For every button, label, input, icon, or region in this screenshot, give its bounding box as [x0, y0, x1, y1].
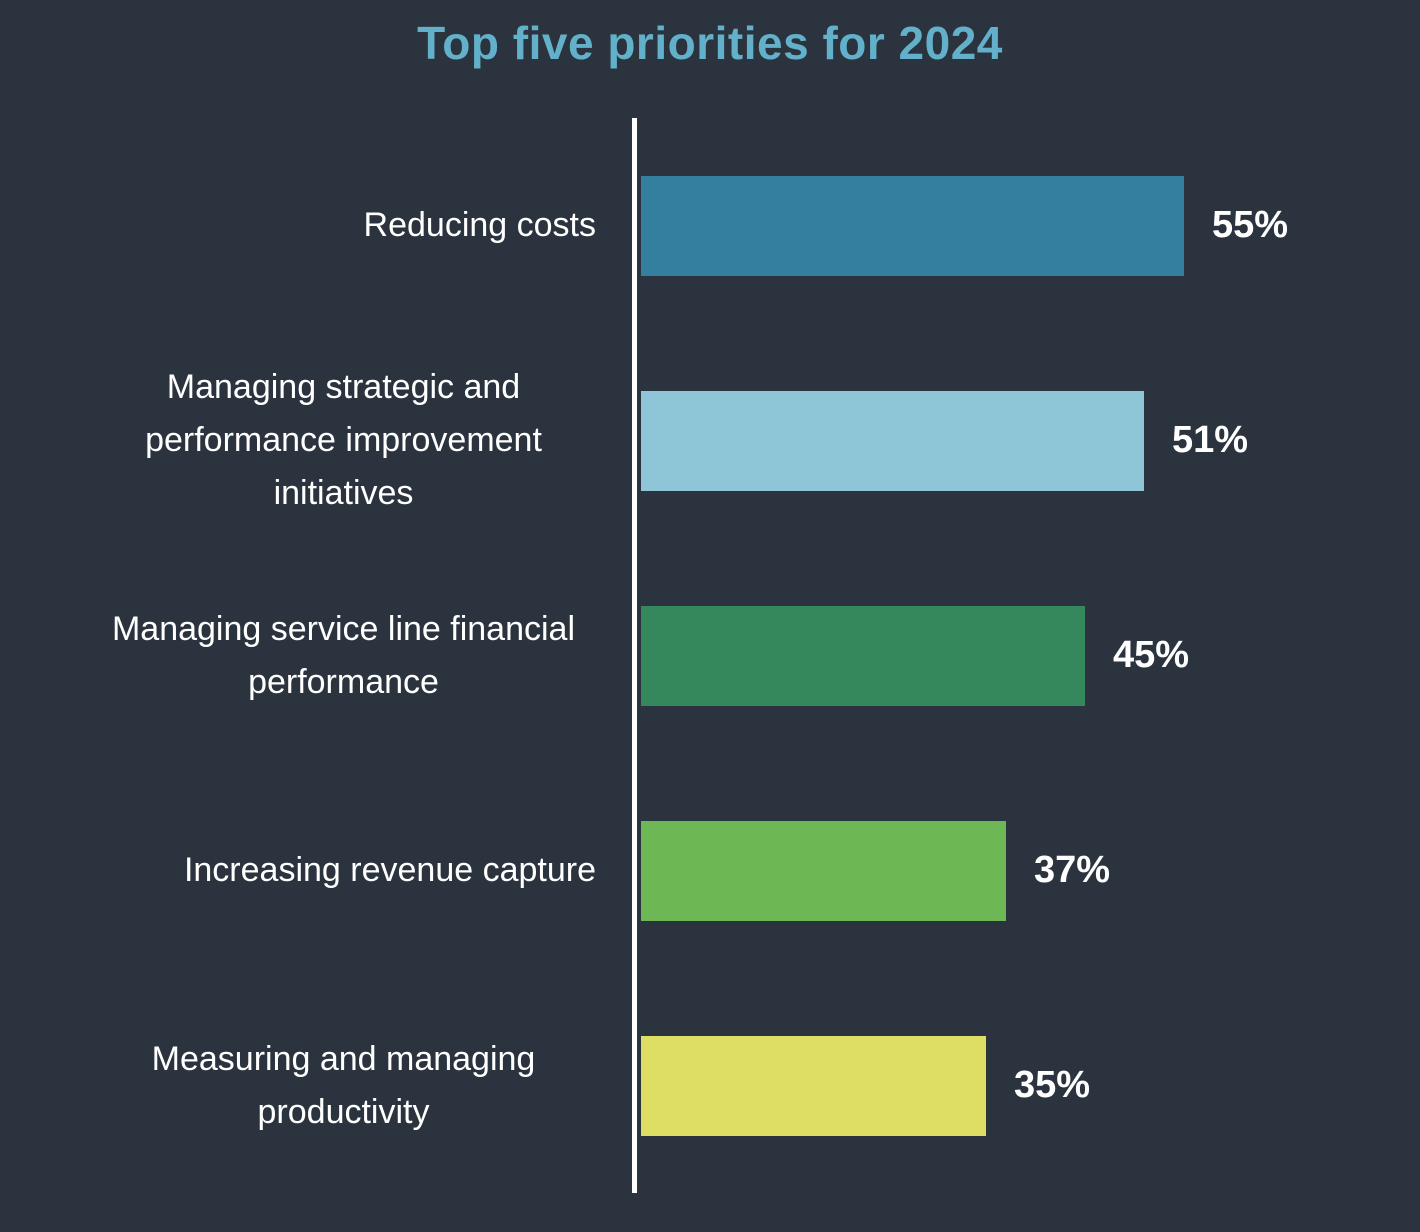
- label-row: Increasing revenue capture: [0, 763, 632, 978]
- plot-area: Reducing costs Managing strategic and pe…: [0, 118, 1420, 1193]
- bar-productivity: [641, 1035, 986, 1136]
- value-label-revenue-capture: 37%: [1034, 849, 1111, 891]
- label-row: Reducing costs: [0, 118, 632, 333]
- bar-row: 35%: [641, 978, 1420, 1193]
- label-row: Managing strategic and performance impro…: [0, 333, 632, 548]
- value-label-productivity: 35%: [1014, 1064, 1091, 1106]
- bar-row: 51%: [641, 333, 1420, 548]
- category-label-productivity: Measuring and managing productivity: [151, 1039, 536, 1131]
- bar-row: 55%: [641, 118, 1420, 333]
- category-label-strategic-initiatives: Managing strategic and performance impro…: [145, 368, 542, 512]
- bar-row: 45%: [641, 548, 1420, 763]
- category-label-service-line-performance: Managing service line financial performa…: [111, 609, 576, 701]
- value-label-reducing-costs: 55%: [1212, 204, 1289, 246]
- chart-title: Top five priorities for 2024: [417, 17, 1003, 69]
- category-labels-column: Reducing costs Managing strategic and pe…: [0, 118, 632, 1193]
- label-row: Managing service line financial performa…: [0, 548, 632, 763]
- value-label-service-line-performance: 45%: [1113, 634, 1190, 676]
- bars-column-with-axis: 55% 51% 45% 37% 35%: [632, 118, 1420, 1193]
- bar-revenue-capture: [641, 820, 1006, 921]
- label-row: Measuring and managing productivity: [0, 978, 632, 1193]
- bar-strategic-initiatives: [641, 390, 1144, 491]
- category-label-revenue-capture: Increasing revenue capture: [183, 851, 596, 890]
- bar-reducing-costs: [641, 175, 1184, 276]
- value-label-strategic-initiatives: 51%: [1172, 419, 1249, 461]
- category-label-reducing-costs: Reducing costs: [363, 206, 596, 245]
- bar-service-line-performance: [641, 605, 1085, 706]
- bar-row: 37%: [641, 763, 1420, 978]
